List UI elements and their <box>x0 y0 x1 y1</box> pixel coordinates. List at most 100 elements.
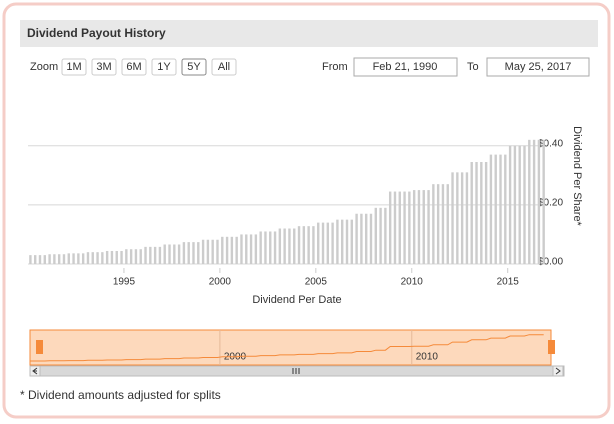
bar <box>456 172 459 264</box>
zoom-button-label[interactable]: All <box>218 61 230 73</box>
bar <box>336 219 339 264</box>
bar <box>216 239 219 264</box>
zoom-button[interactable] <box>181 58 207 76</box>
bar <box>163 244 166 264</box>
bar <box>177 244 181 264</box>
bar <box>355 213 358 264</box>
nav-handle-right[interactable] <box>548 340 555 354</box>
from-label: From <box>322 61 348 73</box>
bar <box>475 162 478 264</box>
scrollbar[interactable] <box>29 365 565 377</box>
bar <box>96 252 99 264</box>
bar <box>513 145 517 264</box>
bar <box>504 154 507 264</box>
x-axis-title: Dividend Per Date <box>252 294 341 306</box>
bar <box>384 207 387 264</box>
bar <box>53 254 56 264</box>
bar <box>388 191 392 264</box>
bar <box>249 234 253 264</box>
bar <box>341 219 344 264</box>
zoom-button[interactable] <box>91 58 117 76</box>
bar <box>331 222 334 264</box>
bar <box>393 191 397 264</box>
bar <box>105 250 109 264</box>
bar <box>86 252 90 264</box>
bar <box>254 234 258 264</box>
bar <box>518 145 521 264</box>
bar <box>470 162 473 264</box>
bar <box>364 213 368 264</box>
x-tick-label: 2010 <box>401 277 424 288</box>
bar <box>480 162 483 264</box>
bar <box>427 190 430 264</box>
x-tick-label: 1995 <box>113 277 136 288</box>
nav-handle-left[interactable] <box>36 340 43 354</box>
bar <box>460 172 464 264</box>
bar <box>81 253 85 264</box>
bar <box>77 253 80 264</box>
bar <box>432 184 435 264</box>
footnote: * Dividend amounts adjusted for splits <box>20 388 221 402</box>
bar <box>417 190 421 264</box>
bar <box>38 255 42 264</box>
zoom-button[interactable] <box>121 58 147 76</box>
x-tick-label: 2000 <box>209 277 232 288</box>
zoom-button-label[interactable]: 1M <box>66 61 81 73</box>
zoom-button[interactable] <box>61 58 87 76</box>
bar <box>398 191 401 264</box>
bar <box>465 172 469 264</box>
bar <box>245 234 248 264</box>
bar <box>321 222 325 264</box>
bar <box>134 249 138 264</box>
zoom-button-label[interactable]: 1Y <box>157 61 171 73</box>
bar <box>225 236 229 264</box>
zoom-button[interactable] <box>151 58 177 76</box>
title: Dividend Payout History <box>27 26 166 40</box>
bar <box>192 242 195 264</box>
bar <box>201 239 205 264</box>
zoom-button[interactable] <box>211 58 237 76</box>
bar <box>408 191 411 264</box>
bar <box>57 254 61 264</box>
bar <box>523 145 526 264</box>
scroll-right[interactable] <box>552 365 564 377</box>
bar <box>494 154 497 264</box>
bar <box>72 253 75 264</box>
bar <box>326 222 330 264</box>
bar <box>374 207 377 264</box>
bar <box>436 184 440 264</box>
bar <box>345 219 349 264</box>
to-input[interactable] <box>486 57 590 77</box>
bar <box>206 239 210 264</box>
bar <box>403 191 406 264</box>
bar <box>489 154 493 264</box>
bar <box>451 172 454 264</box>
scroll-grip <box>292 368 300 374</box>
bar <box>259 231 262 264</box>
y-tick-label: $0.00 <box>538 257 563 268</box>
y-axis-title: Dividend Per Share* <box>571 126 583 226</box>
to-label: To <box>467 61 479 73</box>
zoom-button-label[interactable]: 3M <box>96 61 111 73</box>
from-date[interactable]: Feb 21, 1990 <box>373 61 438 73</box>
y-tick-label: $0.20 <box>538 198 563 209</box>
bar <box>187 242 190 264</box>
bar <box>120 250 123 264</box>
nav-tick-label: 2010 <box>416 352 439 363</box>
bar <box>43 255 46 264</box>
bar <box>67 253 70 264</box>
bar <box>158 246 162 264</box>
bar <box>288 228 291 264</box>
bar <box>273 231 277 264</box>
bar <box>235 236 238 264</box>
bar <box>110 250 114 264</box>
navigator[interactable] <box>29 329 552 366</box>
zoom-button-label[interactable]: 6M <box>126 61 141 73</box>
to-date[interactable]: May 25, 2017 <box>505 61 572 73</box>
bar <box>441 184 445 264</box>
bar <box>153 246 157 264</box>
bar <box>62 254 66 264</box>
zoom-button-label[interactable]: 5Y <box>187 61 201 73</box>
from-input[interactable] <box>353 57 458 77</box>
bar <box>278 228 282 264</box>
